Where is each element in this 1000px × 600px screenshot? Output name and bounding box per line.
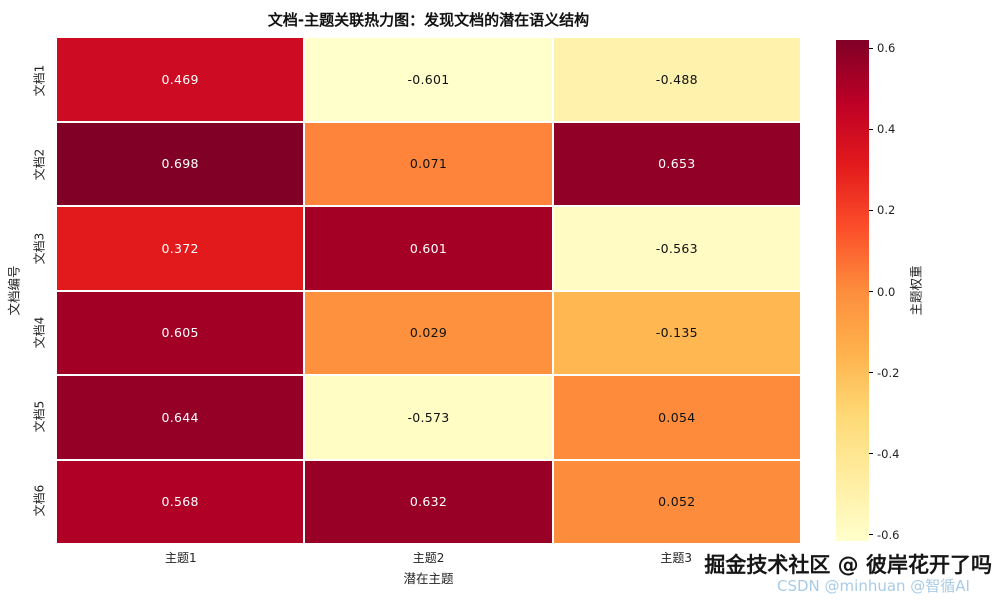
- colorbar-ticks: 0.6 0.4 0.2 0.0 -0.2 -0.4 -0.6: [869, 40, 939, 542]
- colorbar-tick-mark: [869, 209, 873, 211]
- x-tick-labels: 主题1 主题2 主题3: [57, 549, 800, 566]
- colorbar-tick-label: 0.4: [877, 122, 896, 137]
- heatmap-cell: 0.568: [57, 460, 304, 543]
- heatmap-cell: 0.605: [57, 291, 304, 374]
- colorbar-tick-mark: [869, 128, 873, 130]
- colorbar-tick: 0.0: [869, 285, 895, 299]
- y-tick-label: 文档5: [28, 375, 50, 459]
- watermark-primary: 掘金技术社区 @ 彼岸花开了吗: [704, 553, 992, 577]
- colorbar-tick-label: 0.6: [877, 41, 896, 56]
- colorbar-tick-mark: [869, 291, 873, 292]
- colorbar-tick-mark: [869, 453, 873, 455]
- heatmap-cell: 0.071: [305, 122, 552, 205]
- heatmap-cell-value: -0.488: [655, 71, 698, 87]
- colorbar-tick-label: -0.6: [877, 527, 900, 542]
- colorbar-tick-label: 0.2: [877, 203, 896, 218]
- colorbar-tick: 0.6: [869, 41, 895, 55]
- heatmap-cell-value: 0.469: [161, 71, 199, 87]
- colorbar-tick-mark: [869, 372, 873, 374]
- heatmap-grid: 0.469 -0.601 -0.488 0.698 0.071 0.653 0.372 0.6…: [57, 38, 800, 543]
- colorbar-tick-label: -0.2: [877, 365, 900, 380]
- heatmap-cell: 0.469: [57, 38, 304, 121]
- heatmap-cell-value: -0.573: [407, 409, 450, 425]
- heatmap-cell-value: -0.135: [655, 325, 698, 341]
- heatmap-cell: -0.135: [553, 291, 800, 374]
- heatmap-cell-value: 0.052: [658, 494, 696, 510]
- colorbar: [836, 40, 869, 541]
- x-axis-label: 潜在主题: [403, 571, 454, 586]
- heatmap-cell: 0.029: [305, 291, 552, 374]
- heatmap-cell: 0.698: [57, 122, 304, 205]
- heatmap-cell: 0.601: [305, 207, 552, 290]
- heatmap-cell-value: 0.698: [161, 156, 199, 172]
- x-tick-label: 主题2: [412, 551, 445, 565]
- colorbar-label-text: 主题权重: [908, 265, 924, 316]
- y-tick-label-text: 文档6: [32, 485, 47, 517]
- y-tick-labels: 文档1 文档2 文档3 文档4 文档5 文档6: [28, 38, 50, 543]
- y-tick-label-text: 文档2: [32, 148, 47, 181]
- y-tick-label-text: 文档4: [32, 316, 47, 349]
- heatmap-cell-value: 0.568: [161, 494, 199, 510]
- y-tick-label-text: 文档3: [32, 232, 47, 265]
- y-tick-label: 文档2: [28, 122, 50, 206]
- x-tick-label: 主题3: [660, 551, 692, 565]
- heatmap-cell-value: 0.054: [658, 409, 696, 425]
- heatmap-cell-value: 0.372: [161, 240, 199, 256]
- colorbar-tick: 0.4: [869, 122, 895, 136]
- heatmap-cell-value: 0.644: [161, 409, 199, 425]
- heatmap-cell: 0.052: [553, 460, 800, 543]
- y-tick-label: 文档4: [28, 291, 50, 375]
- heatmap-cell: -0.573: [305, 376, 552, 459]
- y-tick-label-text: 文档5: [32, 400, 47, 433]
- watermark-secondary: CSDN @minhuan @智循AI: [777, 577, 970, 595]
- y-tick-label: 文档1: [28, 38, 50, 122]
- colorbar-tick: -0.6: [869, 528, 899, 542]
- colorbar-tick-label: 0.0: [877, 284, 896, 299]
- colorbar-tick: 0.2: [869, 203, 895, 217]
- heatmap-cell-value: 0.605: [161, 325, 199, 341]
- colorbar-tick-mark: [869, 47, 873, 49]
- heatmap-cell: 0.054: [553, 376, 800, 459]
- heatmap-cell: 0.644: [57, 376, 304, 459]
- heatmap-cell: 0.653: [553, 122, 800, 205]
- heatmap-cell: 0.372: [57, 207, 304, 290]
- heatmap-cell: 0.632: [305, 460, 552, 543]
- heatmap-cell: -0.601: [305, 38, 552, 121]
- y-axis-label: 文档编号: [4, 38, 22, 543]
- heatmap-cell: -0.488: [553, 38, 800, 121]
- heatmap-cell-value: 0.601: [409, 240, 448, 256]
- heatmap-cell-value: 0.029: [409, 325, 448, 341]
- chart-title: 文档-主题关联热力图：发现文档的潜在语义结构: [267, 11, 590, 29]
- x-tick-label: 主题1: [165, 551, 197, 565]
- colorbar-tick-label: -0.4: [877, 446, 900, 461]
- y-tick-label-text: 文档1: [32, 64, 47, 96]
- heatmap-cell-value: 0.632: [409, 494, 448, 510]
- colorbar-tick-mark: [869, 534, 873, 536]
- y-tick-label: 文档3: [28, 206, 50, 290]
- colorbar-tick: -0.4: [869, 447, 899, 461]
- heatmap-cell-value: 0.653: [658, 156, 696, 172]
- heatmap-cell-value: -0.601: [407, 71, 450, 87]
- y-axis-label-text: 文档编号: [6, 265, 22, 316]
- colorbar-label: 主题权重: [905, 40, 925, 541]
- heatmap-cell-value: -0.563: [655, 240, 698, 256]
- heatmap-cell: -0.563: [553, 207, 800, 290]
- heatmap-cell-value: 0.071: [409, 156, 448, 172]
- colorbar-tick: -0.2: [869, 366, 899, 380]
- y-tick-label: 文档6: [28, 459, 50, 543]
